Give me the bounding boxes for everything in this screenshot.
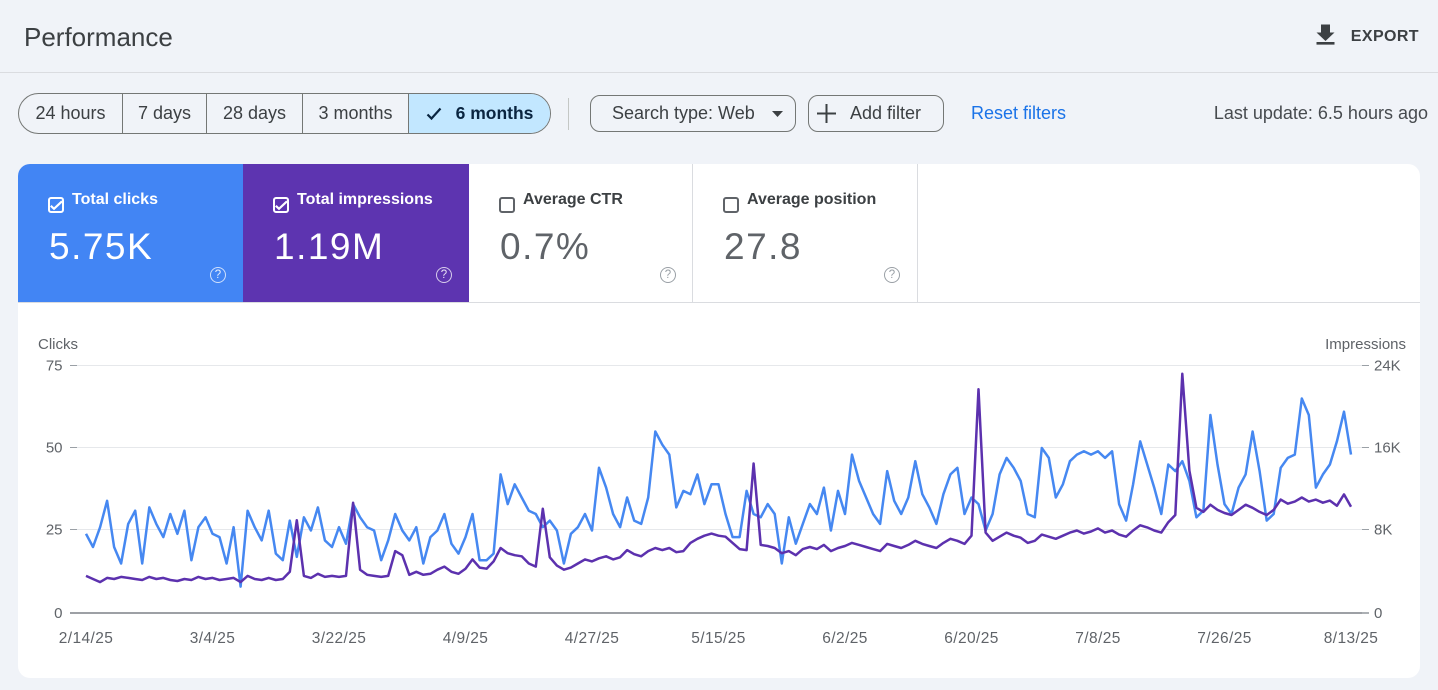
svg-text:2/14/25: 2/14/25 [59, 630, 114, 647]
svg-text:7/8/25: 7/8/25 [1075, 630, 1121, 647]
svg-text:8K: 8K [1374, 522, 1392, 539]
svg-text:4/27/25: 4/27/25 [565, 630, 620, 647]
svg-text:6/2/25: 6/2/25 [822, 630, 868, 647]
svg-text:6/20/25: 6/20/25 [944, 630, 999, 647]
svg-text:24K: 24K [1374, 358, 1401, 375]
svg-text:0: 0 [1374, 605, 1382, 622]
svg-text:4/9/25: 4/9/25 [443, 630, 489, 647]
svg-text:75: 75 [46, 358, 63, 375]
svg-text:16K: 16K [1374, 440, 1401, 457]
svg-text:0: 0 [54, 605, 62, 622]
svg-text:25: 25 [46, 522, 63, 539]
svg-text:3/4/25: 3/4/25 [190, 630, 236, 647]
svg-text:50: 50 [46, 440, 63, 457]
svg-text:7/26/25: 7/26/25 [1197, 630, 1252, 647]
svg-text:5/15/25: 5/15/25 [691, 630, 746, 647]
svg-text:8/13/25: 8/13/25 [1324, 630, 1379, 647]
svg-text:3/22/25: 3/22/25 [312, 630, 367, 647]
svg-text:Clicks: Clicks [38, 336, 78, 353]
svg-text:Impressions: Impressions [1325, 336, 1406, 353]
